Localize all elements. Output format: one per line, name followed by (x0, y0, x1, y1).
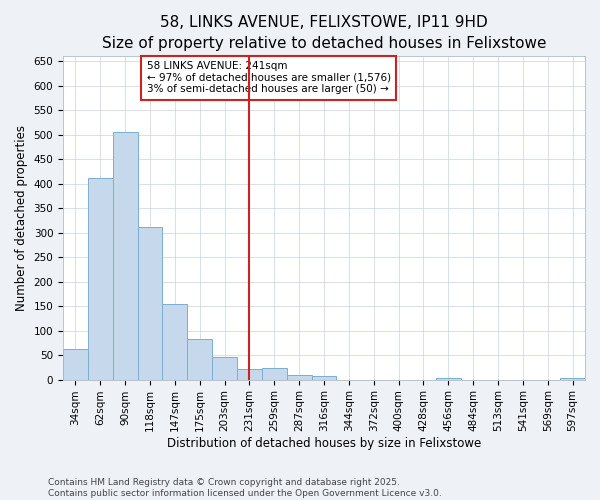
Bar (560, 378, 585, 380)
Bar (311, 376, 337, 380)
Bar (212, 357, 237, 380)
X-axis label: Distribution of detached houses by size in Felixstowe: Distribution of detached houses by size … (167, 437, 481, 450)
Bar (63, 349, 88, 380)
Bar (436, 378, 461, 380)
Bar (113, 132, 137, 380)
Bar (88, 178, 113, 380)
Bar (262, 368, 287, 380)
Text: Contains HM Land Registry data © Crown copyright and database right 2025.
Contai: Contains HM Land Registry data © Crown c… (48, 478, 442, 498)
Bar (163, 304, 187, 380)
Bar (287, 374, 311, 380)
Bar (187, 340, 212, 380)
Bar (137, 227, 163, 380)
Title: 58, LINKS AVENUE, FELIXSTOWE, IP11 9HD
Size of property relative to detached hou: 58, LINKS AVENUE, FELIXSTOWE, IP11 9HD S… (102, 15, 546, 51)
Y-axis label: Number of detached properties: Number of detached properties (15, 125, 28, 311)
Text: 58 LINKS AVENUE: 241sqm
← 97% of detached houses are smaller (1,576)
3% of semi-: 58 LINKS AVENUE: 241sqm ← 97% of detache… (146, 61, 391, 94)
Bar (237, 369, 262, 380)
